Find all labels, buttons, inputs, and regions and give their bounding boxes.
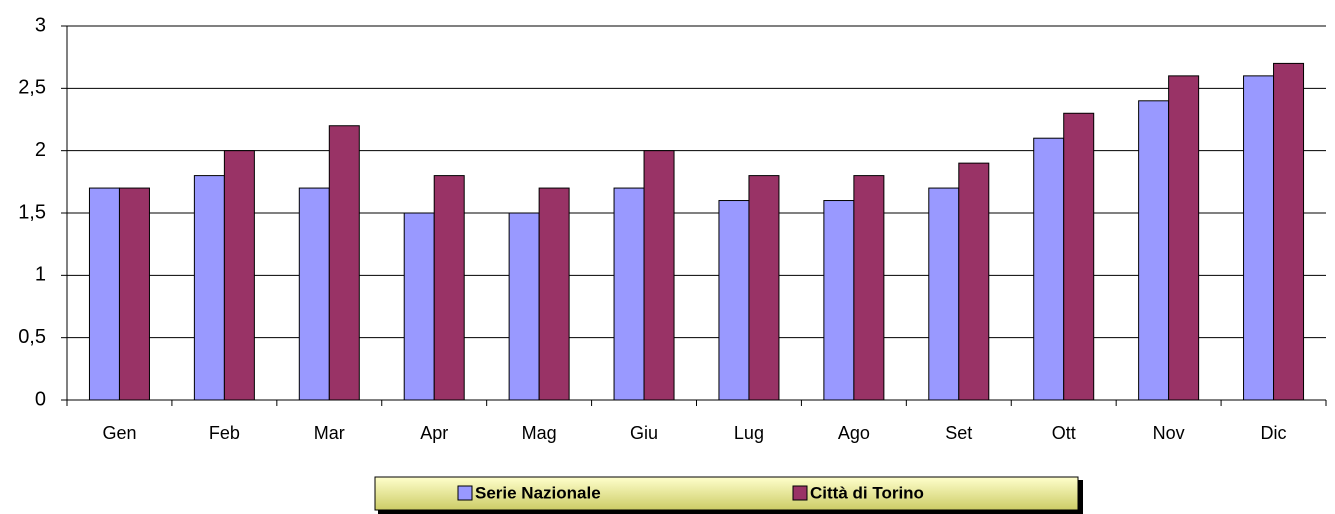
bar xyxy=(298,187,330,401)
bar xyxy=(748,175,780,401)
bar xyxy=(328,125,360,401)
bar xyxy=(643,150,675,401)
x-tick-label: Feb xyxy=(209,423,240,443)
x-tick-label: Apr xyxy=(420,423,448,443)
y-tick-label: 3 xyxy=(35,14,46,36)
legend-label: Serie Nazionale xyxy=(475,483,601,502)
x-tick-label: Mag xyxy=(522,423,557,443)
bar xyxy=(118,187,150,401)
x-tick-label: Lug xyxy=(734,423,764,443)
bar xyxy=(193,175,225,401)
y-tick-label: 0 xyxy=(35,388,46,410)
bar xyxy=(88,187,120,401)
x-tick-label: Ott xyxy=(1052,423,1076,443)
y-tick-label: 2 xyxy=(35,139,46,161)
bar xyxy=(928,187,960,401)
bar xyxy=(613,187,645,401)
bar xyxy=(853,175,885,401)
x-tick-label: Nov xyxy=(1153,423,1185,443)
bar xyxy=(508,212,540,401)
y-tick-label: 1 xyxy=(35,264,46,286)
bar xyxy=(1243,75,1275,401)
bar xyxy=(1168,75,1200,401)
bar xyxy=(1033,137,1065,401)
bar xyxy=(538,187,570,401)
legend-label: Città di Torino xyxy=(810,483,924,502)
x-tick-label: Giu xyxy=(630,423,658,443)
y-tick-label: 0,5 xyxy=(18,326,46,348)
bar xyxy=(823,200,855,401)
bar xyxy=(433,175,465,401)
bar xyxy=(403,212,435,401)
legend-swatch xyxy=(792,485,808,501)
x-tick-label: Gen xyxy=(102,423,136,443)
legend-box xyxy=(374,476,1079,511)
y-tick-label: 1,5 xyxy=(18,201,46,223)
bar xyxy=(718,200,750,401)
x-tick-label: Mar xyxy=(314,423,345,443)
bar xyxy=(1063,112,1095,401)
bar xyxy=(1138,100,1170,401)
bar xyxy=(958,162,990,401)
x-tick-label: Set xyxy=(945,423,972,443)
y-tick-label: 2,5 xyxy=(18,77,46,99)
bar xyxy=(1273,62,1305,401)
legend-swatch xyxy=(457,485,473,501)
x-tick-label: Dic xyxy=(1261,423,1287,443)
bar xyxy=(223,150,255,401)
x-tick-label: Ago xyxy=(838,423,870,443)
